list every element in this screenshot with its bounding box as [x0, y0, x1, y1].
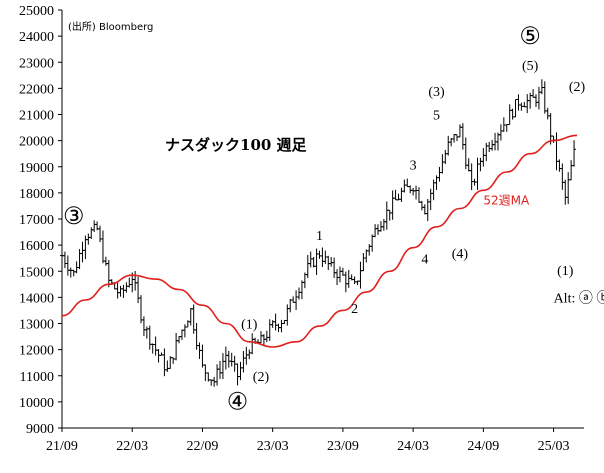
wave-annotations: ③ ④ ⑤ (1) (2) 1 2 3 4 (3) 5 (4) (5) (1) (2) — [63, 22, 586, 416]
x-tick-label: 22/03 — [116, 439, 148, 454]
x-tick-label: 24/03 — [397, 439, 429, 454]
x-tick-label: 25/03 — [538, 439, 570, 454]
x-axis-ticks: 21/09 22/03 22/09 23/03 23/09 24/03 24/09 25/03 — [46, 428, 570, 454]
y-tick-label: 23000 — [19, 56, 54, 71]
y-tick-label: 11000 — [20, 370, 54, 385]
y-tick-label: 18000 — [19, 187, 54, 202]
x-tick-label: 21/09 — [46, 439, 78, 454]
wave-label: (5) — [522, 59, 539, 74]
wave-label: 1 — [316, 229, 323, 244]
x-tick-label: 23/09 — [327, 439, 359, 454]
y-tick-label: 19000 — [19, 161, 54, 176]
wave-label: 4 — [421, 252, 428, 267]
wave-label: 2 — [351, 302, 358, 317]
wave-label: (1) — [241, 318, 258, 333]
y-tick-label: 14000 — [19, 291, 54, 306]
ma-52-week-line — [61, 134, 578, 348]
y-tick-label: 13000 — [19, 318, 54, 333]
wave-label: ③ — [63, 202, 85, 230]
wave-label: (1) — [557, 264, 574, 279]
x-tick-label: 23/03 — [257, 439, 289, 454]
source-label: (出所) Bloomberg — [68, 20, 153, 33]
wave-label: (2) — [253, 370, 270, 385]
y-tick-label: 20000 — [19, 135, 54, 150]
y-tick-label: 9000 — [26, 422, 54, 437]
wave-label: 3 — [410, 158, 417, 173]
x-tick-label: 24/09 — [467, 439, 499, 454]
y-tick-label: 22000 — [19, 82, 54, 97]
y-tick-label: 24000 — [19, 30, 54, 45]
y-tick-label: 25000 — [19, 4, 54, 19]
chart-title: ナスダック100 週足 — [165, 136, 308, 154]
ma-series-label: 52週MA — [483, 194, 530, 208]
wave-label: ④ — [227, 388, 249, 416]
y-tick-label: 10000 — [19, 396, 54, 411]
y-tick-label: 15000 — [19, 265, 54, 280]
y-tick-label: 16000 — [19, 239, 54, 254]
y-tick-label: 12000 — [19, 344, 54, 359]
plot-frame — [61, 10, 584, 429]
wave-label: (4) — [452, 247, 469, 262]
wave-label: (2) — [569, 80, 586, 95]
y-axis-ticks: 9000 10000 11000 12000 13000 14000 15000 16000 1… — [19, 4, 62, 437]
wave-label: 5 — [433, 109, 440, 124]
y-tick-label: 17000 — [19, 213, 54, 228]
wave-label: (3) — [428, 85, 445, 100]
x-tick-label: 22/09 — [187, 439, 219, 454]
alt-label: Alt: ⓐ ⓑ — [554, 291, 604, 307]
wave-label: ⑤ — [519, 22, 541, 50]
price-bar-series — [60, 79, 577, 387]
y-tick-label: 21000 — [19, 109, 54, 124]
